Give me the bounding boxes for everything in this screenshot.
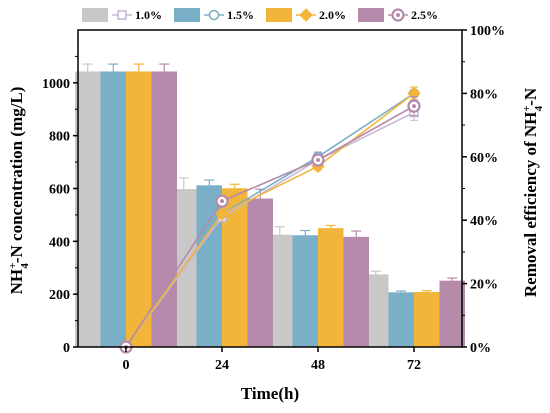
bar — [343, 236, 369, 347]
y-tick-label: 1000 — [42, 77, 70, 92]
marker — [215, 207, 229, 221]
marker-dot — [316, 157, 320, 162]
x-axis-label: Time(h) — [241, 384, 299, 403]
y2-axis-label: Removal efficiency of NH+4-N — [521, 87, 545, 297]
y-axis-label-rest: -N concentration (mg/L) — [7, 87, 26, 264]
x-tick-label: 72 — [407, 358, 421, 373]
legend-swatch — [266, 8, 292, 22]
y2-axis-label-rest: -N — [521, 87, 540, 106]
y2-tick-label: 20% — [470, 278, 498, 293]
bar — [318, 228, 344, 347]
y2-tick-label: 80% — [470, 87, 498, 102]
x-tick-label: 24 — [215, 358, 229, 373]
bar — [100, 71, 126, 347]
removal-line — [125, 111, 415, 348]
y-axis-label-sup: + — [7, 263, 19, 269]
bar — [292, 235, 318, 347]
legend-label: 2.0% — [319, 8, 346, 22]
y-tick-label: 400 — [49, 235, 70, 250]
y2-axis-label-main: Removal efficiency of NH — [521, 112, 540, 298]
y-tick-label: 200 — [49, 288, 70, 303]
legend-label: 2.5% — [411, 8, 438, 22]
y-axis-label: NH+4-N concentration (mg/L) — [7, 87, 31, 295]
y2-tick-label: 0% — [470, 341, 491, 356]
y-tick-label: 600 — [49, 183, 70, 198]
y-tick-label: 0 — [63, 341, 70, 356]
y2-axis-label-sub: 4 — [533, 105, 545, 111]
y2-tick-label: 60% — [470, 151, 498, 166]
legend-label: 1.5% — [227, 8, 254, 22]
marker-dot — [396, 13, 400, 17]
y2-tick-label: 40% — [470, 214, 498, 229]
marker-dot — [412, 104, 416, 109]
y2-axis-label-sup: + — [521, 105, 533, 111]
bar — [247, 198, 273, 347]
x-tick-label: 48 — [311, 358, 325, 373]
marker — [208, 9, 220, 21]
legend-label: 1.0% — [135, 8, 162, 22]
marker-dot — [220, 199, 224, 204]
x-tick-label: 0 — [123, 358, 130, 373]
y2-tick-label: 100% — [470, 24, 505, 39]
bar — [75, 71, 101, 347]
bar — [126, 71, 152, 347]
y-tick-label: 800 — [49, 130, 70, 145]
bar — [414, 292, 440, 347]
legend-swatch — [174, 8, 200, 22]
legend-swatch — [82, 8, 108, 22]
removal-line — [125, 105, 415, 348]
y-axis-label-main: NH — [7, 269, 26, 295]
marker — [117, 10, 127, 20]
bar — [439, 280, 465, 347]
y-axis-label-sub: 4 — [19, 263, 31, 269]
legend: 1.0% 1.5% 2.0% 2.5% — [82, 8, 438, 22]
axes: 0 200 400 600 800 1000 0% 20% 40% 60% 80% 100% 0 24 48… — [42, 24, 505, 373]
removal-line — [125, 92, 415, 348]
bars — [75, 63, 465, 347]
legend-swatch — [358, 8, 384, 22]
marker — [299, 8, 313, 22]
bar — [388, 292, 414, 347]
